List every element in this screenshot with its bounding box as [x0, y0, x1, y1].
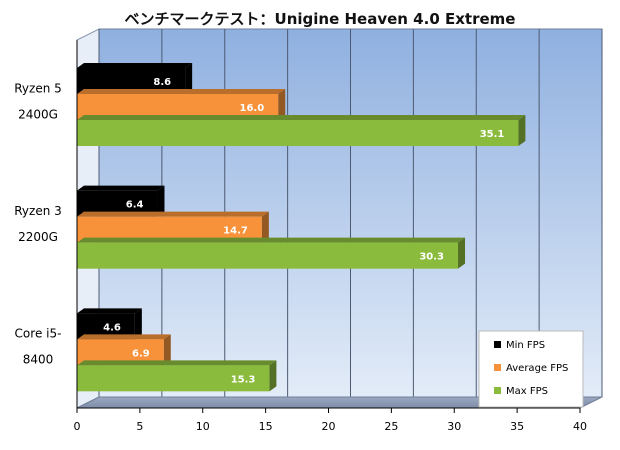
data-label-average-fps-ryzen-5-2400g: 16.0 — [240, 103, 265, 114]
category-label-line: Core i5- — [15, 327, 62, 341]
bar-top-min-fps-ryzen-5-2400g — [77, 63, 193, 68]
data-label-average-fps-core-i5-8400: 6.9 — [132, 348, 150, 359]
x-tick-label-15: 15 — [259, 420, 273, 433]
category-label-line: 2200G — [18, 230, 58, 244]
x-tick-label-0: 0 — [74, 420, 81, 433]
data-label-max-fps-core-i5-8400: 15.3 — [231, 374, 256, 385]
data-label-max-fps-ryzen-3-2200g: 30.3 — [419, 252, 444, 263]
category-label-core-i5-8400: Core i5- 8400 — [15, 327, 62, 367]
data-label-min-fps-ryzen-5-2400g: 8.6 — [153, 77, 171, 88]
bar-side-average-fps-core-i5-8400 — [163, 334, 171, 366]
bar-top-min-fps-core-i5-8400 — [77, 308, 142, 314]
data-label-min-fps-ryzen-3-2200g: 6.4 — [126, 200, 144, 211]
category-label-line: 2400G — [18, 107, 58, 121]
bar-top-average-fps-ryzen-3-2200g — [77, 211, 269, 217]
bar-side-max-fps-core-i5-8400 — [269, 360, 277, 392]
bar-side-average-fps-ryzen-3-2200g — [261, 211, 269, 243]
bar-side-max-fps-ryzen-5-2400g — [518, 115, 526, 146]
data-labels: 8.6 16.0 35.1 6.4 14.7 30.3 4.6 6.9 15.3 — [103, 77, 504, 385]
x-tick-label-20: 20 — [322, 420, 336, 433]
category-label-line: 8400 — [23, 353, 54, 367]
x-tick-label-30: 30 — [447, 420, 461, 433]
legend-swatch-min-fps — [494, 341, 501, 348]
category-label-ryzen-3-2200g: Ryzen 3 2200G — [14, 204, 62, 244]
x-tick-label-10: 10 — [196, 420, 210, 433]
bar-top-max-fps-ryzen-3-2200g — [77, 237, 466, 243]
bar-top-max-fps-core-i5-8400 — [77, 360, 277, 366]
data-label-average-fps-ryzen-3-2200g: 14.7 — [223, 226, 248, 237]
data-label-min-fps-core-i5-8400: 4.6 — [103, 322, 121, 333]
data-label-max-fps-ryzen-5-2400g: 35.1 — [480, 129, 505, 140]
legend-label-average-fps: Average FPS — [506, 363, 568, 374]
x-tick-label-5: 5 — [136, 420, 143, 433]
bar-max-fps-ryzen-3-2200g — [77, 242, 459, 269]
bar-max-fps-ryzen-5-2400g — [77, 120, 519, 146]
legend: Min FPS Average FPS Max FPS — [478, 330, 584, 408]
x-axis: 0 5 10 15 20 25 30 35 40 — [74, 40, 587, 433]
bar-top-max-fps-ryzen-5-2400g — [77, 115, 526, 120]
bar-max-fps-core-i5-8400 — [77, 365, 270, 392]
bar-side-max-fps-ryzen-3-2200g — [458, 237, 466, 269]
bar-side-min-fps-ryzen-3-2200g — [157, 185, 165, 217]
x-tick-label-40: 40 — [573, 420, 587, 433]
legend-label-max-fps: Max FPS — [506, 386, 548, 397]
category-label-line: Ryzen 3 — [14, 204, 62, 218]
bar-top-min-fps-ryzen-3-2200g — [77, 185, 165, 191]
legend-label-min-fps: Min FPS — [506, 340, 545, 351]
category-label-ryzen-5-2400g: Ryzen 5 2400G — [14, 81, 62, 121]
category-labels: Ryzen 5 2400G Ryzen 3 2200G Core i5- 8400 — [14, 81, 62, 366]
category-label-line: Ryzen 5 — [14, 81, 62, 95]
legend-swatch-max-fps — [494, 387, 501, 394]
bars — [77, 63, 526, 392]
bar-side-average-fps-ryzen-5-2400g — [278, 89, 286, 120]
legend-swatch-average-fps — [494, 364, 501, 371]
bar-side-min-fps-ryzen-5-2400g — [185, 63, 193, 94]
chart-title: ベンチマークテスト：Unigine Heaven 4.0 Extreme — [125, 10, 516, 28]
bar-top-average-fps-ryzen-5-2400g — [77, 89, 286, 94]
x-tick-label-35: 35 — [510, 420, 524, 433]
bar-top-average-fps-core-i5-8400 — [77, 334, 171, 340]
bar-side-min-fps-core-i5-8400 — [134, 308, 142, 340]
x-tick-label-25: 25 — [384, 420, 398, 433]
